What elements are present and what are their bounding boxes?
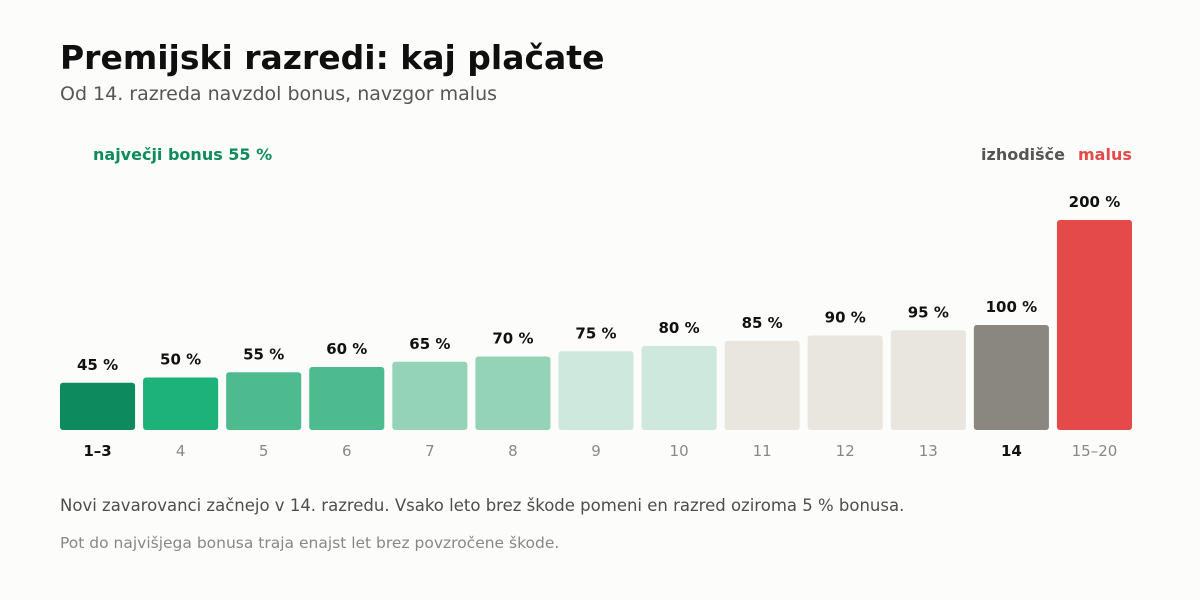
category-label: 6 (342, 442, 352, 460)
footnote-secondary: Pot do najvišjega bonusa traja enajst le… (60, 534, 560, 552)
bar-value-label: 90 % (825, 309, 866, 327)
bar-value-label: 85 % (742, 314, 783, 332)
bars-group: 45 % 1–3 50 % 4 55 % 5 60 % 6 65 % 7 70 % 8 75 % 9 80 … (60, 193, 1132, 460)
category-label: 14 (1001, 442, 1022, 460)
category-label: 15–20 (1072, 442, 1118, 460)
bar-value-label: 100 % (986, 298, 1038, 316)
bar (890, 330, 966, 430)
bar-value-label: 45 % (77, 356, 118, 374)
footnote: Novi zavarovanci začnejo v 14. razredu. … (60, 496, 905, 515)
category-label: 1–3 (83, 442, 111, 460)
category-label: 11 (753, 442, 772, 460)
category-label: 13 (919, 442, 938, 460)
bar-value-label: 65 % (409, 335, 450, 353)
chart-subtitle: Od 14. razreda navzdol bonus, navzgor ma… (60, 83, 498, 105)
max-bonus-annotation: največji bonus 55 % (93, 145, 272, 164)
bar (60, 382, 136, 430)
bar (143, 377, 219, 430)
start-annotation: izhodišče (981, 145, 1065, 164)
bar (558, 351, 634, 430)
category-label: 4 (176, 442, 186, 460)
bar-value-label: 95 % (908, 303, 949, 321)
bar (309, 367, 385, 430)
bar (807, 335, 883, 430)
category-label: 12 (836, 442, 855, 460)
bar (226, 372, 302, 430)
bar (392, 361, 468, 430)
category-label: 7 (425, 442, 435, 460)
bar-value-label: 50 % (160, 351, 201, 369)
category-label: 5 (259, 442, 269, 460)
bar-value-label: 55 % (243, 345, 284, 363)
bar-value-label: 200 % (1069, 193, 1121, 211)
malus-annotation: malus (1078, 145, 1132, 164)
bar-value-label: 60 % (326, 340, 367, 358)
chart-title: Premijski razredi: kaj plačate (60, 38, 605, 77)
bar-value-label: 75 % (575, 324, 616, 342)
bar (641, 346, 717, 430)
bar-value-label: 70 % (492, 330, 533, 348)
bar (973, 325, 1049, 430)
category-label: 10 (670, 442, 689, 460)
bar (724, 340, 800, 430)
bar (475, 356, 551, 430)
category-label: 9 (591, 442, 601, 460)
category-label: 8 (508, 442, 518, 460)
bar (1056, 220, 1132, 430)
bar-value-label: 80 % (659, 319, 700, 337)
